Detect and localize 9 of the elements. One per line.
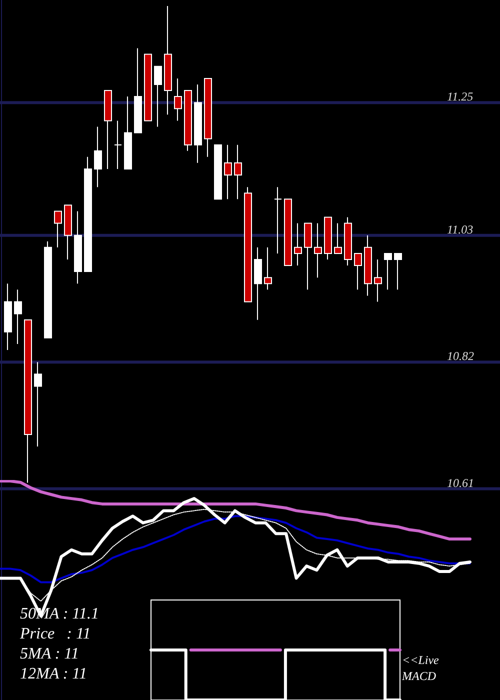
y-tick-label: 10.82 <box>447 349 474 364</box>
y-tick-label: 11.03 <box>447 222 474 236</box>
annotation: 12MA : 11 <box>20 666 87 682</box>
y-tick-label: 11.25 <box>447 90 474 104</box>
annotation: MACD <box>401 669 436 683</box>
annotation: <<Live <box>402 653 440 667</box>
annotation: 5MA : 11 <box>20 646 79 662</box>
annotation: Price : 11 <box>19 626 91 642</box>
y-tick-label: 10.61 <box>447 476 474 490</box>
